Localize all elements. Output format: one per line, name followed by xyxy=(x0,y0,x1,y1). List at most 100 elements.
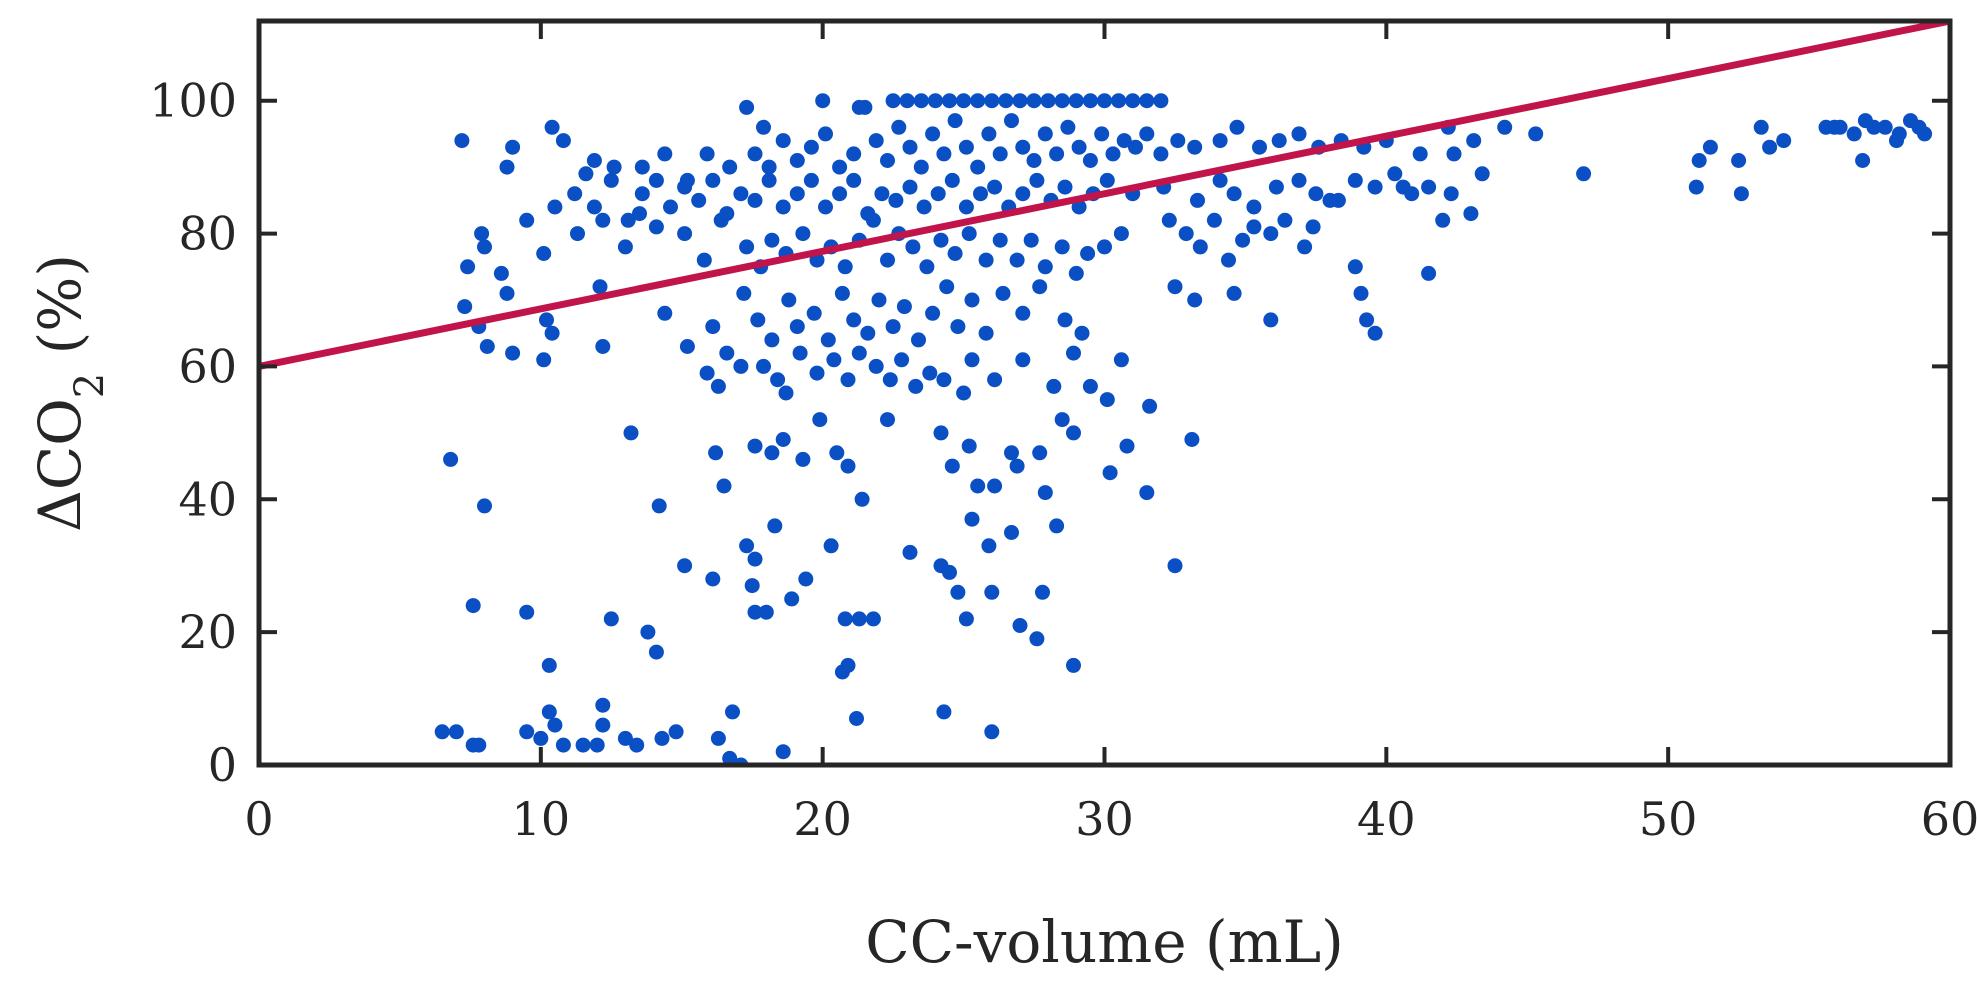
data-point xyxy=(1826,119,1842,135)
data-point xyxy=(1688,179,1704,195)
data-point xyxy=(942,93,957,109)
data-point xyxy=(547,717,563,733)
data-point xyxy=(648,219,664,235)
data-point xyxy=(589,737,605,753)
data-point xyxy=(640,624,656,640)
data-point xyxy=(505,345,521,361)
data-point xyxy=(617,239,633,255)
data-point xyxy=(902,544,918,560)
data-point xyxy=(544,325,560,341)
x-tick-label: 0 xyxy=(244,792,273,846)
data-point xyxy=(1877,119,1893,135)
data-point xyxy=(541,704,557,720)
data-point xyxy=(860,206,876,222)
data-point xyxy=(533,730,549,746)
data-point xyxy=(1917,126,1933,142)
data-point xyxy=(1054,239,1070,255)
data-point xyxy=(936,372,952,388)
data-point xyxy=(812,412,828,428)
data-point xyxy=(1105,146,1121,162)
data-point xyxy=(699,146,715,162)
data-point xyxy=(1139,93,1155,109)
data-point xyxy=(767,518,783,534)
data-point xyxy=(798,571,814,587)
data-point xyxy=(519,212,535,228)
data-point xyxy=(1889,133,1904,149)
data-point xyxy=(795,451,811,467)
data-point xyxy=(849,711,864,726)
data-point xyxy=(744,578,760,594)
trend-line-group xyxy=(259,21,1950,370)
data-point xyxy=(657,146,673,162)
data-point xyxy=(736,285,752,301)
data-point xyxy=(1206,212,1222,228)
data-point xyxy=(474,226,490,242)
data-point xyxy=(586,153,602,168)
data-point xyxy=(1102,465,1118,481)
data-point xyxy=(896,299,912,315)
data-point xyxy=(705,172,721,188)
data-point xyxy=(654,730,670,746)
data-point xyxy=(1113,226,1129,242)
data-point xyxy=(770,372,786,388)
data-point xyxy=(885,93,901,109)
data-point xyxy=(536,246,552,261)
data-point xyxy=(1099,392,1115,408)
data-point xyxy=(1776,133,1792,149)
data-point xyxy=(880,412,895,428)
data-point xyxy=(854,491,870,507)
data-point xyxy=(930,186,946,202)
data-point xyxy=(657,305,673,321)
data-point xyxy=(1004,113,1019,129)
data-point xyxy=(1082,153,1098,168)
data-point xyxy=(443,451,459,467)
y-tick-label: 60 xyxy=(178,339,237,393)
data-point xyxy=(539,312,554,328)
data-point xyxy=(1184,432,1200,447)
data-point xyxy=(710,730,726,746)
data-point xyxy=(722,750,738,765)
data-point xyxy=(1032,445,1048,461)
data-point xyxy=(939,279,955,295)
data-point xyxy=(832,186,848,202)
data-point xyxy=(499,285,515,301)
data-point xyxy=(956,93,972,109)
data-point xyxy=(1353,285,1369,301)
data-point xyxy=(984,93,1000,109)
data-point xyxy=(840,372,856,388)
data-point xyxy=(764,232,780,248)
data-point xyxy=(677,226,693,242)
data-point xyxy=(925,126,941,142)
data-point xyxy=(1066,345,1081,361)
data-point xyxy=(803,172,819,188)
data-point xyxy=(595,339,611,354)
data-point xyxy=(606,159,622,175)
data-point xyxy=(964,352,980,368)
data-point xyxy=(1226,186,1242,202)
y-tick-label: 0 xyxy=(208,738,237,792)
data-point xyxy=(781,292,797,308)
data-point xyxy=(519,604,535,620)
data-point xyxy=(1153,146,1169,162)
data-point xyxy=(1035,584,1050,600)
data-point xyxy=(1026,93,1042,109)
data-point xyxy=(820,332,836,348)
data-point xyxy=(992,232,1008,248)
data-point xyxy=(710,378,726,394)
data-point xyxy=(1032,279,1048,295)
data-point xyxy=(950,584,966,600)
data-point xyxy=(880,252,895,268)
data-point xyxy=(595,717,611,733)
data-point xyxy=(595,697,611,713)
data-points xyxy=(434,93,1933,765)
data-point xyxy=(623,425,639,441)
data-point xyxy=(894,352,910,368)
data-point xyxy=(987,478,1003,494)
data-point xyxy=(460,259,476,275)
data-point xyxy=(750,312,766,328)
data-point xyxy=(448,724,464,740)
data-point xyxy=(905,239,921,255)
data-point xyxy=(1082,378,1098,394)
data-point xyxy=(1192,239,1208,255)
